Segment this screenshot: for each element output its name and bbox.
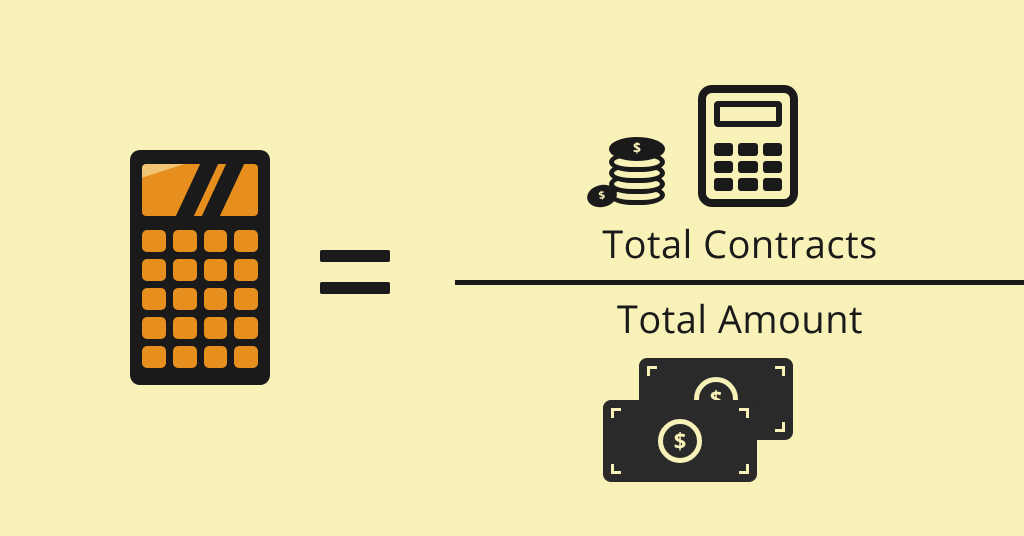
infographic-stage: Total Contracts Total Amount $ $ $ — [0, 0, 1024, 536]
calculator-icon — [130, 150, 270, 385]
coin-stack-icon: $ $ — [595, 115, 673, 205]
calculator-screen — [142, 164, 258, 216]
denominator-label: Total Amount — [525, 293, 955, 345]
fraction: Total Contracts Total Amount — [455, 218, 1024, 345]
numerator-icon-group: $ $ — [595, 85, 820, 205]
denominator-icon-group: $ $ — [605, 360, 805, 480]
money-bill-icon: $ — [605, 402, 755, 480]
numerator-label: Total Contracts — [525, 218, 955, 270]
equals-icon — [320, 250, 390, 314]
coin-top: $ — [609, 137, 665, 161]
calculator-outline-icon — [698, 85, 798, 207]
fraction-divider — [455, 280, 1024, 285]
calculator-keys — [142, 230, 258, 368]
